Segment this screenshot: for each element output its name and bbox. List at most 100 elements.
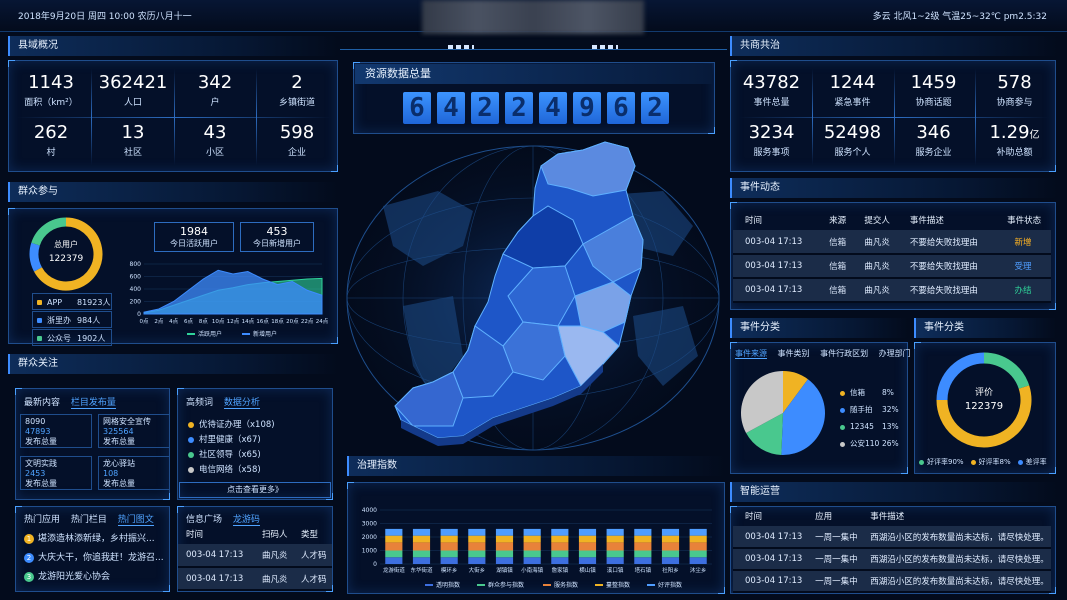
bar-segment [551, 557, 569, 564]
legend-item: 公众号 1902人 [32, 329, 112, 346]
pie-slice [781, 379, 825, 455]
bar-segment [551, 528, 569, 536]
table-cell: 曲凡炎 [254, 544, 293, 568]
bar-segment [412, 528, 431, 536]
stat-item: 52498 服务个人 [812, 122, 893, 158]
tab-info-square[interactable]: 信息广场 [186, 515, 223, 525]
bar-segment [385, 535, 403, 543]
rating-label: 评价 [975, 387, 993, 398]
table-row[interactable]: 003-04 17:13 曲凡炎 人才码 [178, 544, 332, 568]
area-ytick: 400 [130, 286, 142, 293]
area-xtick: 12点 [227, 318, 240, 325]
stat-value: 3234 [748, 122, 795, 143]
rating-legend-item: 好评率90% [919, 458, 964, 466]
area-xtick: 10点 [212, 318, 225, 325]
legend-name: 随手拍 [850, 405, 873, 414]
legend-swatch [840, 407, 845, 413]
panel-title-participation: 群众参与 [8, 182, 338, 202]
table-cell: 一周一集中 [803, 570, 859, 593]
bar-segment [468, 557, 486, 564]
bar-segment [523, 542, 541, 551]
bar-segment [578, 557, 597, 564]
rank-badge: 3 [24, 571, 34, 582]
bar-xtick: 沐尘乡 [690, 566, 707, 574]
tab-department[interactable]: 办理部门 [878, 349, 911, 358]
word-text: 优待证办理（x108) [199, 420, 275, 430]
table-header: 事件描述 [909, 216, 944, 226]
donut-segment [936, 385, 1032, 448]
stat-label: 服务事项 [753, 148, 790, 158]
donut-label: 总用户 [54, 239, 78, 249]
resource-title: 资源数据总量 [355, 64, 712, 84]
event-time: 003-04 17:13 [733, 254, 818, 279]
tab-hot-apps[interactable]: 热门应用 [24, 515, 61, 525]
hot-item[interactable]: 1 堪添造林添新绿，乡村振兴... [24, 530, 168, 549]
tab-latest[interactable]: 最新内容 [24, 398, 61, 408]
panel-title-rating: 事件分类 [914, 318, 1056, 338]
area-xtick: 6点 [184, 318, 193, 325]
legend-name: APP [47, 298, 63, 307]
hot-item[interactable]: 2 大庆大干，你追我赶！龙游召... [24, 549, 168, 568]
new-users-value: 453 [266, 225, 288, 238]
resource-digit: 4 [437, 92, 465, 124]
stat-value: 342 [197, 72, 233, 93]
table-row[interactable]: 003-04 17:13 信箱 曲凡炎 不要给失败找理由 新增 [733, 230, 1051, 255]
bar-segment [523, 557, 541, 564]
table-row[interactable]: 003-04 17:13 曲凡炎 人才码 [178, 567, 332, 591]
tab-hot-words[interactable]: 高频词 [186, 398, 214, 408]
table-row[interactable]: 003-04 17:13 一周一集中 西湖沿小区的发布数量尚未达标，请尽快处理。 [733, 548, 1051, 571]
bar-segment [440, 557, 458, 564]
user-area-chart: 0 200 400 600 800 0点 2点 4点 6点 8点 10点 12点 14点 16点 18点 20… [130, 261, 329, 338]
table-cell: 003-04 17:13 [733, 570, 804, 593]
stat-item: 13 社区 [92, 122, 174, 158]
tab-longyou-code[interactable]: 龙游码 [232, 515, 260, 526]
weather-text: 多云 北风1~2级 气温25~32℃ pm2.5:32 [872, 12, 1047, 22]
events-table: 时间 来源 提交人 事件描述 事件状态 003-04 17:13 信箱 曲凡炎 不要给失败找理由… [733, 210, 1051, 303]
hot-word-item: 社区领导（x65) [188, 448, 275, 463]
event-source: 信箱 [817, 254, 853, 279]
tab-hot-columns[interactable]: 热门栏目 [70, 515, 107, 525]
area-xtick: 8点 [199, 318, 208, 325]
hot-item[interactable]: 3 龙游阳光爱心协会 [24, 568, 168, 587]
bar-segment [468, 528, 486, 536]
area-legend-label: 活跃用户 [198, 330, 222, 338]
stat-label: 补助总额 [996, 148, 1033, 158]
tab-column-count[interactable]: 栏目发布量 [70, 398, 116, 409]
bar-ytick: 4000 [362, 507, 377, 514]
table-header: 应用 [815, 512, 833, 522]
bar-segment [606, 557, 624, 564]
tab-event-region[interactable]: 事件行政区划 [820, 349, 869, 358]
table-row[interactable]: 003-04 17:13 信箱 曲凡炎 不要给失败找理由 受理 [733, 254, 1051, 279]
legend-name: 好评率8% [978, 458, 1011, 466]
bar-segment [606, 528, 624, 536]
bar-segment [440, 528, 458, 536]
table-row[interactable]: 003-04 17:13 一周一集中 西湖沿小区的发布数量尚未达标，请尽快处理。 [733, 570, 1051, 593]
resource-digit: 2 [471, 92, 499, 124]
stat-label: 事件总量 [753, 98, 790, 108]
tab-hot-articles[interactable]: 热门图文 [117, 515, 154, 526]
pie-legend-item: 公安110 26% [840, 435, 906, 452]
legend-name: 差评率 [1025, 458, 1047, 466]
bar-xtick: 詹家镇 [552, 566, 569, 574]
area-ytick: 200 [130, 299, 142, 306]
donut-value: 122379 [49, 254, 84, 264]
tab-analysis[interactable]: 数据分析 [223, 398, 260, 409]
stat-value: 43 [203, 122, 227, 143]
table-row[interactable]: 003-04 17:13 一周一集中 西湖沿小区的发布数量尚未达标，请尽快处理。 [733, 526, 1051, 549]
tab-event-source[interactable]: 事件来源 [735, 349, 767, 359]
legend-value: 81923人 [77, 298, 111, 307]
area-xtick: 22点 [301, 318, 314, 325]
table-header: 事件描述 [870, 512, 905, 522]
blurred-title [422, 0, 644, 34]
bar-segment [606, 550, 624, 558]
tab-event-type[interactable]: 事件类别 [777, 349, 810, 358]
bar-segment [578, 550, 597, 558]
area-xtick: 2点 [154, 318, 163, 325]
panel-title-category: 事件分类 [730, 318, 908, 338]
stat-item: 3234 服务事项 [731, 122, 812, 158]
area-ytick: 600 [130, 274, 142, 281]
bar-xtick: 模环乡 [441, 566, 458, 574]
view-more-button[interactable]: 点击查看更多》 [179, 482, 331, 498]
bar-segment [661, 550, 680, 558]
table-row[interactable]: 003-04 17:13 信箱 曲凡炎 不要给失败找理由 办结 [733, 278, 1051, 303]
